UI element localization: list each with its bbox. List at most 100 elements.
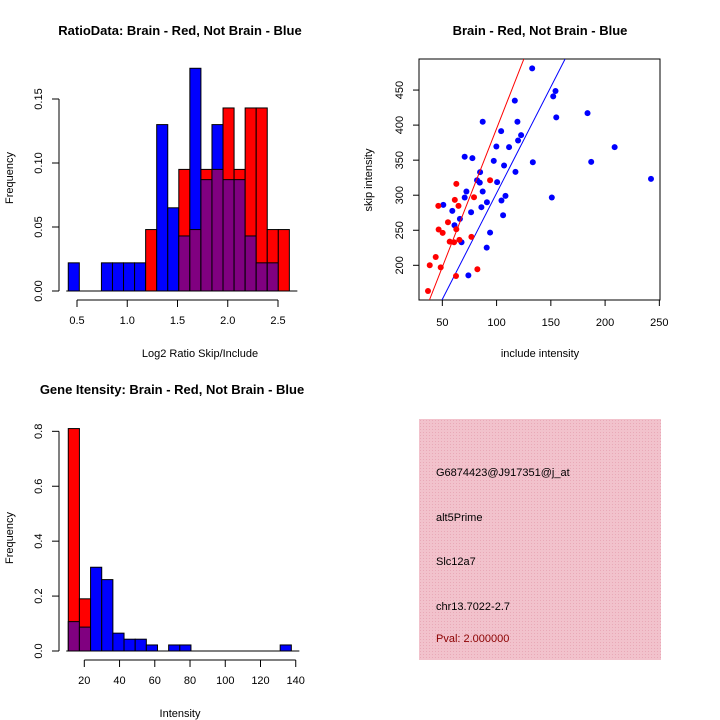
x-tick-label: 80 (184, 675, 196, 687)
probe-id: G6874423@J917351@j_at (436, 467, 570, 479)
ratio-histogram: RatioData: Brain - Red, Not Brain - Blue… (4, 23, 302, 360)
x-tick-label: 20 (78, 675, 90, 687)
event-type: alt5Prime (436, 512, 482, 524)
red-point (468, 233, 475, 240)
blue-point (490, 157, 497, 164)
chromosome-location: chr13.7022-2.7 (436, 601, 510, 613)
blue-point (550, 93, 557, 100)
overlap-bar (178, 235, 191, 292)
blue-point (588, 158, 595, 165)
blue-point (584, 110, 591, 117)
y-tick-label: 0.4 (33, 534, 45, 549)
x-tick-label: 40 (113, 675, 125, 687)
overlap-bar (255, 262, 268, 292)
scatter-title: Brain - Red, Not Brain - Blue (453, 23, 628, 38)
blue-point (514, 118, 521, 125)
overlap-bar (222, 179, 235, 292)
info-panel-background (419, 419, 661, 660)
x-tick-label: 100 (487, 317, 505, 329)
blue-point (478, 204, 485, 211)
blue-point (518, 132, 525, 139)
y-tick-label: 0.10 (33, 152, 45, 173)
x-tick-label: 2.5 (270, 315, 285, 327)
blue-bar (179, 644, 192, 652)
overlap-bar (189, 229, 202, 292)
y-tick-label: 300 (394, 186, 406, 204)
blue-bar (167, 207, 180, 292)
x-tick-label: 140 (287, 675, 305, 687)
red-bar (67, 428, 80, 652)
overlap-bar (67, 621, 80, 652)
red-point (455, 202, 462, 209)
blue-bar (90, 566, 103, 652)
x-tick-label: 100 (216, 675, 234, 687)
red-point (444, 219, 451, 226)
blue-point (463, 188, 470, 195)
blue-point (468, 209, 475, 216)
x-tick-label: 50 (436, 317, 448, 329)
blue-bar (101, 579, 114, 652)
blue-point (548, 194, 555, 201)
blue-point (647, 175, 654, 182)
x-tick-label: 1.0 (120, 315, 135, 327)
overlap-bar (233, 179, 246, 292)
x-tick-label: 0.5 (69, 315, 84, 327)
y-tick-label: 0.6 (33, 479, 45, 494)
scatter-xlabel: include intensity (501, 348, 580, 360)
blue-point (483, 244, 490, 251)
x-tick-label: 120 (251, 675, 269, 687)
blue-point (493, 143, 500, 150)
gene-intensity-xlabel: Intensity (160, 708, 201, 720)
red-point (426, 262, 433, 269)
blue-point (502, 192, 509, 199)
overlap-bar (200, 179, 213, 292)
red-point (487, 177, 494, 184)
blue-point (465, 272, 472, 279)
blue-point (498, 197, 505, 204)
y-tick-label: 200 (394, 256, 406, 274)
x-tick-label: 150 (542, 317, 560, 329)
x-tick-label: 250 (650, 317, 668, 329)
pval: Pval: 2.000000 (436, 633, 509, 645)
blue-bar (67, 262, 80, 292)
overlap-bar (266, 262, 279, 292)
blue-point (529, 65, 536, 72)
red-ratio-line (428, 59, 525, 300)
blue-point (479, 188, 486, 195)
blue-point (501, 162, 508, 169)
y-tick-label: 250 (394, 221, 406, 239)
blue-point (440, 201, 447, 208)
gene-name: Slc12a7 (436, 556, 476, 568)
y-tick-label: 400 (394, 116, 406, 134)
x-tick-label: 1.5 (170, 315, 185, 327)
blue-bar (156, 124, 169, 292)
blue-point (487, 229, 494, 236)
ratio-histogram-xlabel: Log2 Ratio Skip/Include (142, 348, 258, 360)
blue-point (469, 155, 476, 162)
overlap-bar (211, 168, 224, 292)
info-panel: G6874423@J917351@j_at alt5Prime Slc12a7 … (419, 419, 661, 660)
red-point (471, 194, 478, 201)
intensity-scatter: Brain - Red, Not Brain - Blue include in… (363, 23, 669, 360)
red-point (437, 264, 444, 271)
red-point (439, 229, 446, 236)
y-tick-label: 0.0 (33, 643, 45, 658)
red-bar (145, 229, 158, 292)
blue-point (483, 199, 490, 206)
gene-intensity-title: Gene Itensity: Brain - Red, Not Brain - … (40, 382, 304, 397)
blue-point (500, 212, 507, 219)
x-tick-label: 60 (149, 675, 161, 687)
red-point (435, 226, 442, 233)
overlap-bar (244, 235, 257, 292)
blue-bar (134, 638, 147, 652)
blue-bar (123, 262, 136, 292)
red-point (456, 236, 463, 243)
scatter-points (425, 59, 654, 300)
blue-point (461, 153, 468, 160)
blue-bar (145, 644, 158, 652)
x-tick-label: 200 (596, 317, 614, 329)
blue-point (461, 194, 468, 201)
blue-point (494, 179, 501, 186)
blue-bar (111, 262, 125, 292)
